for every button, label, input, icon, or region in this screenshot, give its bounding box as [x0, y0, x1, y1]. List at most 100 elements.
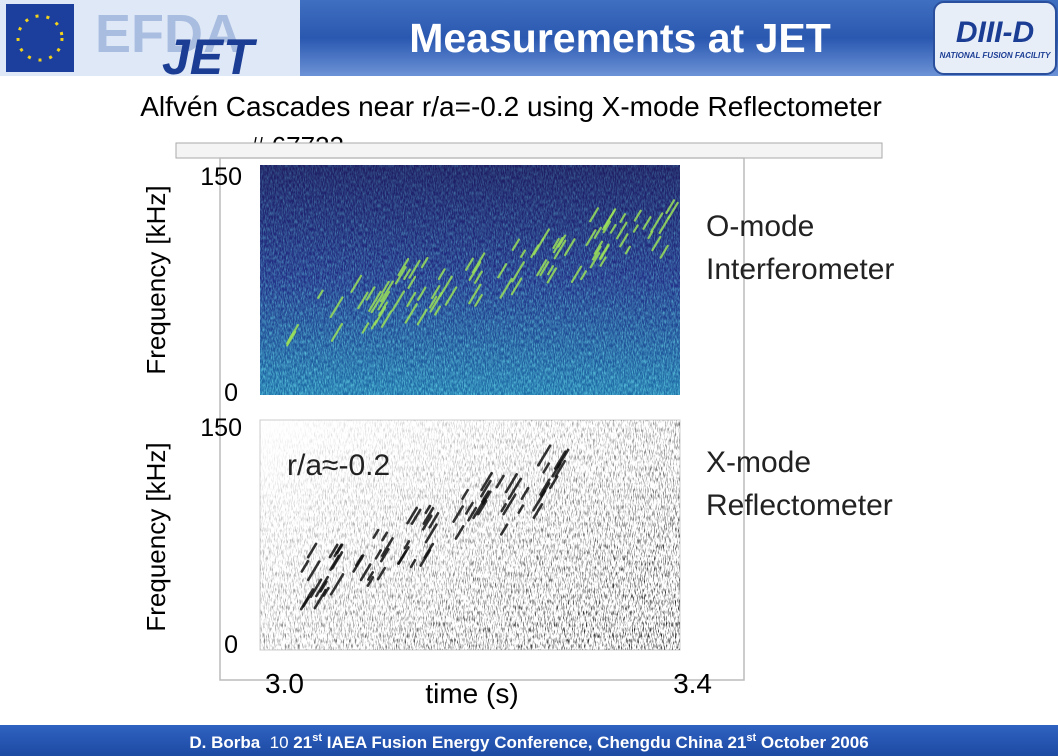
footer-part: D. Borba — [189, 733, 260, 752]
chirp — [536, 259, 548, 277]
chirp — [499, 277, 513, 299]
chirp — [410, 508, 422, 525]
chirp — [464, 501, 474, 515]
side-label-top-2: Interferometer — [706, 253, 894, 286]
logo-diiid-sub: NATIONAL FUSION FACILITY — [940, 51, 1051, 60]
chirp — [553, 450, 567, 470]
chirp — [315, 575, 329, 598]
chirp — [428, 512, 440, 529]
chirp — [350, 274, 363, 293]
logo-jet: JET — [162, 29, 258, 85]
chirp — [658, 215, 671, 235]
chirp — [589, 252, 601, 269]
slide-title: Measurements at JET — [409, 15, 831, 61]
chirp — [500, 502, 507, 513]
chirp — [287, 324, 300, 343]
chirp — [464, 257, 474, 271]
chirp — [665, 199, 676, 214]
chirp — [546, 267, 558, 284]
footer-part: October 2006 — [756, 733, 868, 752]
chirp — [599, 244, 610, 261]
chirp — [517, 504, 525, 514]
chirp — [461, 488, 470, 501]
chirp — [330, 322, 344, 342]
chirp — [367, 571, 375, 581]
chirp — [368, 290, 382, 312]
chirp — [532, 503, 544, 519]
chirp — [407, 275, 417, 290]
x-tick-start: 3.0 — [265, 668, 304, 699]
chirp — [552, 238, 560, 249]
chirp — [306, 542, 318, 559]
chirp — [381, 531, 389, 542]
chirp — [359, 563, 372, 582]
chirp — [421, 514, 433, 531]
chirp — [397, 257, 410, 277]
chirp — [468, 283, 482, 305]
chirp — [406, 506, 418, 525]
chirp — [480, 471, 493, 492]
chirp — [497, 263, 508, 279]
chirp — [510, 277, 523, 296]
chirp — [404, 303, 418, 324]
chirp — [651, 235, 662, 252]
chirp — [474, 294, 483, 307]
chirp — [328, 543, 339, 559]
side-label-top-1: O-mode — [706, 210, 814, 243]
chirp — [650, 212, 664, 233]
chirp — [589, 207, 600, 223]
chirp — [504, 473, 519, 494]
logo-diiid: DIII-D — [956, 16, 1034, 49]
chirp — [394, 266, 407, 285]
chirp — [549, 475, 559, 490]
chirp — [444, 286, 458, 306]
chirp — [580, 270, 588, 281]
chirp — [467, 506, 478, 522]
chirp — [633, 209, 642, 222]
chirp — [624, 245, 631, 255]
chirp — [370, 320, 378, 330]
chirp — [379, 280, 394, 303]
footer-text: D. Borba 10 21st IAEA Fusion Energy Conf… — [189, 732, 868, 752]
chirp — [599, 256, 607, 267]
chirp — [609, 223, 617, 234]
chirp — [619, 233, 629, 248]
chirp — [424, 523, 438, 544]
chirp — [532, 489, 547, 512]
chirp — [306, 560, 321, 582]
y-label-bottom: Frequency [kHz] — [141, 442, 171, 631]
footer-part: 10 — [260, 733, 293, 752]
chirp — [422, 506, 435, 525]
chirp — [615, 221, 628, 240]
footer-part: IAEA Fusion Energy Conference, Chengdu C… — [322, 733, 746, 752]
logo-efda: EFDA — [95, 4, 242, 64]
chirp — [520, 249, 527, 258]
chirp — [357, 291, 369, 310]
chirp — [377, 290, 391, 311]
chirp — [532, 237, 545, 256]
chirp — [591, 245, 602, 261]
chirp — [539, 261, 550, 277]
chirp — [391, 290, 405, 312]
chirp — [420, 256, 429, 269]
footer-sup: st — [312, 732, 322, 744]
subtitle: Alfvén Cascades near r/a=-0.2 using X-mo… — [140, 91, 882, 122]
chirp — [378, 301, 388, 317]
chirp — [365, 286, 376, 301]
chirp — [374, 549, 382, 560]
chirp — [495, 474, 505, 489]
chirp — [541, 228, 550, 241]
chirp — [471, 252, 486, 274]
chirp — [539, 478, 551, 496]
chirp — [300, 559, 310, 573]
figure-frame — [219, 157, 745, 681]
chirp — [329, 296, 344, 319]
chirp — [551, 462, 562, 478]
chirp — [429, 291, 443, 313]
chirp — [366, 576, 375, 587]
chirp — [302, 596, 311, 608]
chirp — [520, 486, 530, 501]
chirp — [403, 540, 411, 550]
chirp — [428, 295, 438, 309]
chirp — [619, 213, 627, 223]
